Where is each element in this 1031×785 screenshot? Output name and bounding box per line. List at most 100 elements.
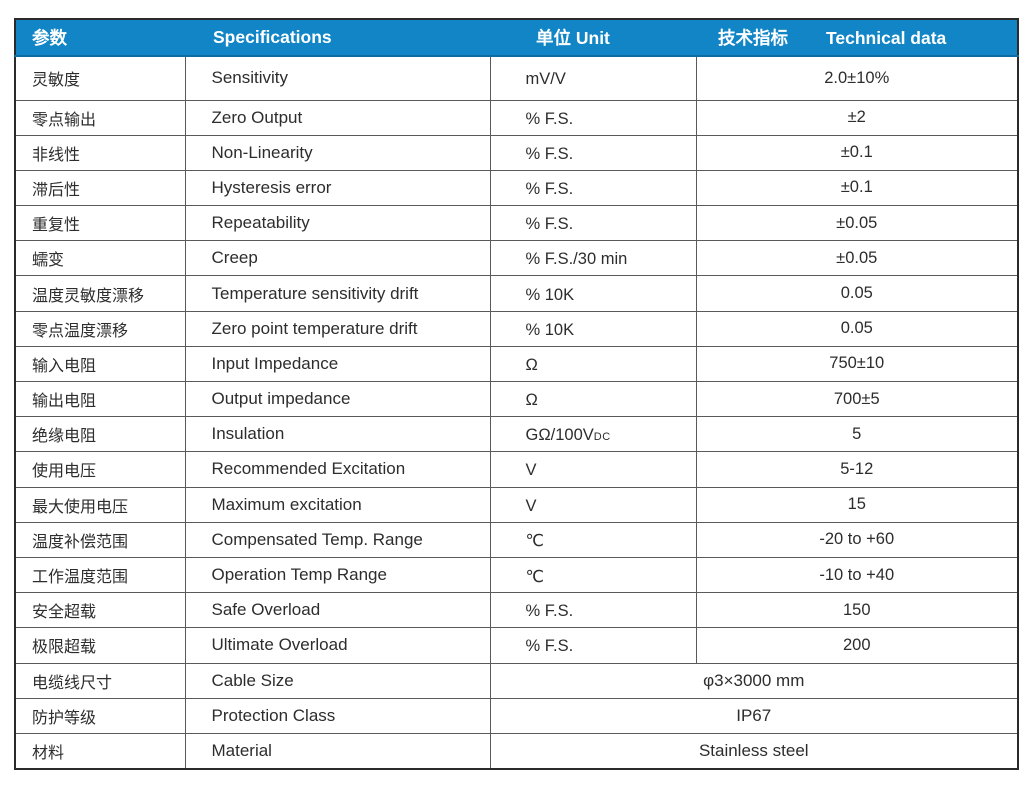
spec-table-container: 参数 Specifications 单位 Unit 技术指标 Technical … bbox=[14, 18, 1019, 770]
param-cell: 最大使用电压 bbox=[14, 486, 186, 523]
unit-cell: Ω bbox=[489, 380, 697, 418]
spec-cell: Operation Temp Range bbox=[184, 556, 491, 594]
spec-table-header: 参数 Specifications 单位 Unit 技术指标 Technical … bbox=[15, 19, 1018, 57]
param-cell: 材料 bbox=[14, 732, 186, 770]
merged-value-cell: φ3×3000 mm bbox=[489, 662, 1019, 699]
spec-cell: Ultimate Overload bbox=[184, 627, 491, 664]
value-cell: 700±5 bbox=[695, 380, 1019, 418]
table-row: 重复性 Repeatability% F.S. ±0.05 bbox=[14, 205, 1019, 242]
param-cell: 重复性 bbox=[14, 205, 186, 242]
spec-cell: Material bbox=[184, 732, 491, 770]
value-cell: ±2 bbox=[695, 99, 1019, 136]
unit-cell: % 10K bbox=[489, 310, 697, 347]
table-row: 输入电阻 Input Impedance Ω 750±10 bbox=[14, 345, 1019, 383]
table-row: 温度补偿范围 Compensated Temp. Range ℃ -20 to +60 bbox=[14, 521, 1019, 558]
spec-cell: Non-Linearity bbox=[184, 134, 491, 171]
table-row: 非线性 Non-Linearity% F.S. ±0.1 bbox=[14, 134, 1019, 171]
param-cell: 温度补偿范围 bbox=[14, 521, 186, 558]
spec-cell: Compensated Temp. Range bbox=[184, 521, 491, 558]
unit-cell: ℃ bbox=[489, 556, 697, 594]
unit-cell: % F.S. bbox=[489, 99, 697, 136]
param-cell: 零点温度漂移 bbox=[14, 310, 186, 347]
table-row: 防护等级 Protection Class IP67 bbox=[14, 697, 1019, 734]
param-cell: 灵敏度 bbox=[14, 55, 186, 101]
param-cell: 输出电阻 bbox=[14, 380, 186, 418]
spec-cell: Repeatability bbox=[184, 205, 491, 242]
param-cell: 温度灵敏度漂移 bbox=[14, 275, 186, 312]
table-row: 材料 Material Stainless steel bbox=[14, 732, 1019, 770]
param-cell: 极限超载 bbox=[14, 627, 186, 664]
header-technical-data-en: Technical data bbox=[826, 28, 947, 48]
spec-cell: Recommended Excitation bbox=[184, 451, 491, 488]
table-row: 零点输出 Zero Output% F.S. ±2 bbox=[14, 99, 1019, 136]
value-cell: 0.05 bbox=[695, 275, 1019, 312]
param-cell: 输入电阻 bbox=[14, 345, 186, 383]
unit-cell: % F.S. bbox=[489, 627, 697, 664]
spec-cell: Temperature sensitivity drift bbox=[184, 275, 491, 312]
param-cell: 工作温度范围 bbox=[14, 556, 186, 594]
param-cell: 非线性 bbox=[14, 134, 186, 171]
value-cell: 150 bbox=[695, 592, 1019, 629]
table-row: 安全超载 Safe Overload% F.S. 150 bbox=[14, 592, 1019, 629]
param-cell: 使用电压 bbox=[14, 451, 186, 488]
unit-cell: mV/V bbox=[489, 55, 697, 101]
unit-cell: ℃ bbox=[489, 521, 697, 558]
spec-cell: Zero point temperature drift bbox=[184, 310, 491, 347]
param-cell: 安全超载 bbox=[14, 592, 186, 629]
value-cell: -20 to +60 bbox=[695, 521, 1019, 558]
spec-cell: Output impedance bbox=[184, 380, 491, 418]
param-cell: 蠕变 bbox=[14, 240, 186, 277]
value-cell: ±0.05 bbox=[695, 240, 1019, 277]
table-row: 灵敏度 Sensitivity mV/V 2.0±10% bbox=[14, 55, 1019, 101]
header-row: 参数 Specifications 单位 Unit 技术指标 Technical … bbox=[15, 19, 1018, 57]
unit-cell: % F.S. bbox=[489, 592, 697, 629]
value-cell: ±0.1 bbox=[695, 169, 1019, 207]
param-cell: 防护等级 bbox=[14, 697, 186, 734]
unit-cell: V bbox=[489, 451, 697, 488]
merged-value-cell: IP67 bbox=[489, 697, 1019, 734]
header-param: 参数 bbox=[15, 19, 185, 57]
spec-cell: Cable Size bbox=[184, 662, 491, 699]
spec-table-body: 灵敏度 Sensitivity mV/V 2.0±10% 零点输出 Zero Output… bbox=[14, 55, 1019, 770]
table-row: 滞后性 Hysteresis error% F.S. ±0.1 bbox=[14, 169, 1019, 207]
param-cell: 零点输出 bbox=[14, 99, 186, 136]
header-specifications: Specifications bbox=[185, 19, 490, 57]
table-row: 输出电阻 Output impedance Ω 700±5 bbox=[14, 380, 1019, 418]
param-cell: 滞后性 bbox=[14, 169, 186, 207]
table-row: 电缆线尺寸 Cable Size φ3×3000 mm bbox=[14, 662, 1019, 699]
table-row: 温度灵敏度漂移 Temperature sensitivity drift% 10… bbox=[14, 275, 1019, 312]
spec-cell: Insulation bbox=[184, 416, 491, 453]
spec-cell: Input Impedance bbox=[184, 345, 491, 383]
spec-cell: Hysteresis error bbox=[184, 169, 491, 207]
unit-subscript: DC bbox=[593, 431, 611, 444]
value-cell: 0.05 bbox=[695, 310, 1019, 347]
unit-cell: % 10K bbox=[489, 275, 697, 312]
table-row: 使用电压 Recommended Excitation V 5-12 bbox=[14, 451, 1019, 488]
header-technical-data-zh: 技术指标 bbox=[718, 28, 788, 48]
unit-cell: % F.S./30 min bbox=[489, 240, 697, 277]
param-cell: 绝缘电阻 bbox=[14, 416, 186, 453]
value-cell: 200 bbox=[695, 627, 1019, 664]
spec-table: 参数 Specifications 单位 Unit 技术指标 Technical … bbox=[14, 18, 1019, 770]
value-cell: 15 bbox=[695, 486, 1019, 523]
table-row: 极限超载 Ultimate Overload% F.S. 200 bbox=[14, 627, 1019, 664]
unit-cell: % F.S. bbox=[489, 205, 697, 242]
table-row: 最大使用电压 Maximum excitation V 15 bbox=[14, 486, 1019, 523]
table-row: 工作温度范围 Operation Temp Range ℃ -10 to +40 bbox=[14, 556, 1019, 594]
header-technical-data: 技术指标 Technical data bbox=[696, 19, 1018, 57]
value-cell: -10 to +40 bbox=[695, 556, 1019, 594]
value-cell: ±0.1 bbox=[695, 134, 1019, 171]
spec-cell: Sensitivity bbox=[184, 55, 491, 101]
table-row: 绝缘电阻 Insulation GΩ/100VDC 5 bbox=[14, 416, 1019, 453]
value-cell: 5-12 bbox=[695, 451, 1019, 488]
unit-cell: % F.S. bbox=[489, 169, 697, 207]
unit-cell: GΩ/100VDC bbox=[489, 416, 697, 453]
unit-cell: V bbox=[489, 486, 697, 523]
header-unit: 单位 Unit bbox=[490, 19, 696, 57]
spec-cell: Protection Class bbox=[184, 697, 491, 734]
table-row: 零点温度漂移 Zero point temperature drift% 10K 0… bbox=[14, 310, 1019, 347]
table-row: 蠕变 Creep% F.S./30 min ±0.05 bbox=[14, 240, 1019, 277]
merged-value-cell: Stainless steel bbox=[489, 732, 1019, 770]
spec-cell: Zero Output bbox=[184, 99, 491, 136]
value-cell: ±0.05 bbox=[695, 205, 1019, 242]
